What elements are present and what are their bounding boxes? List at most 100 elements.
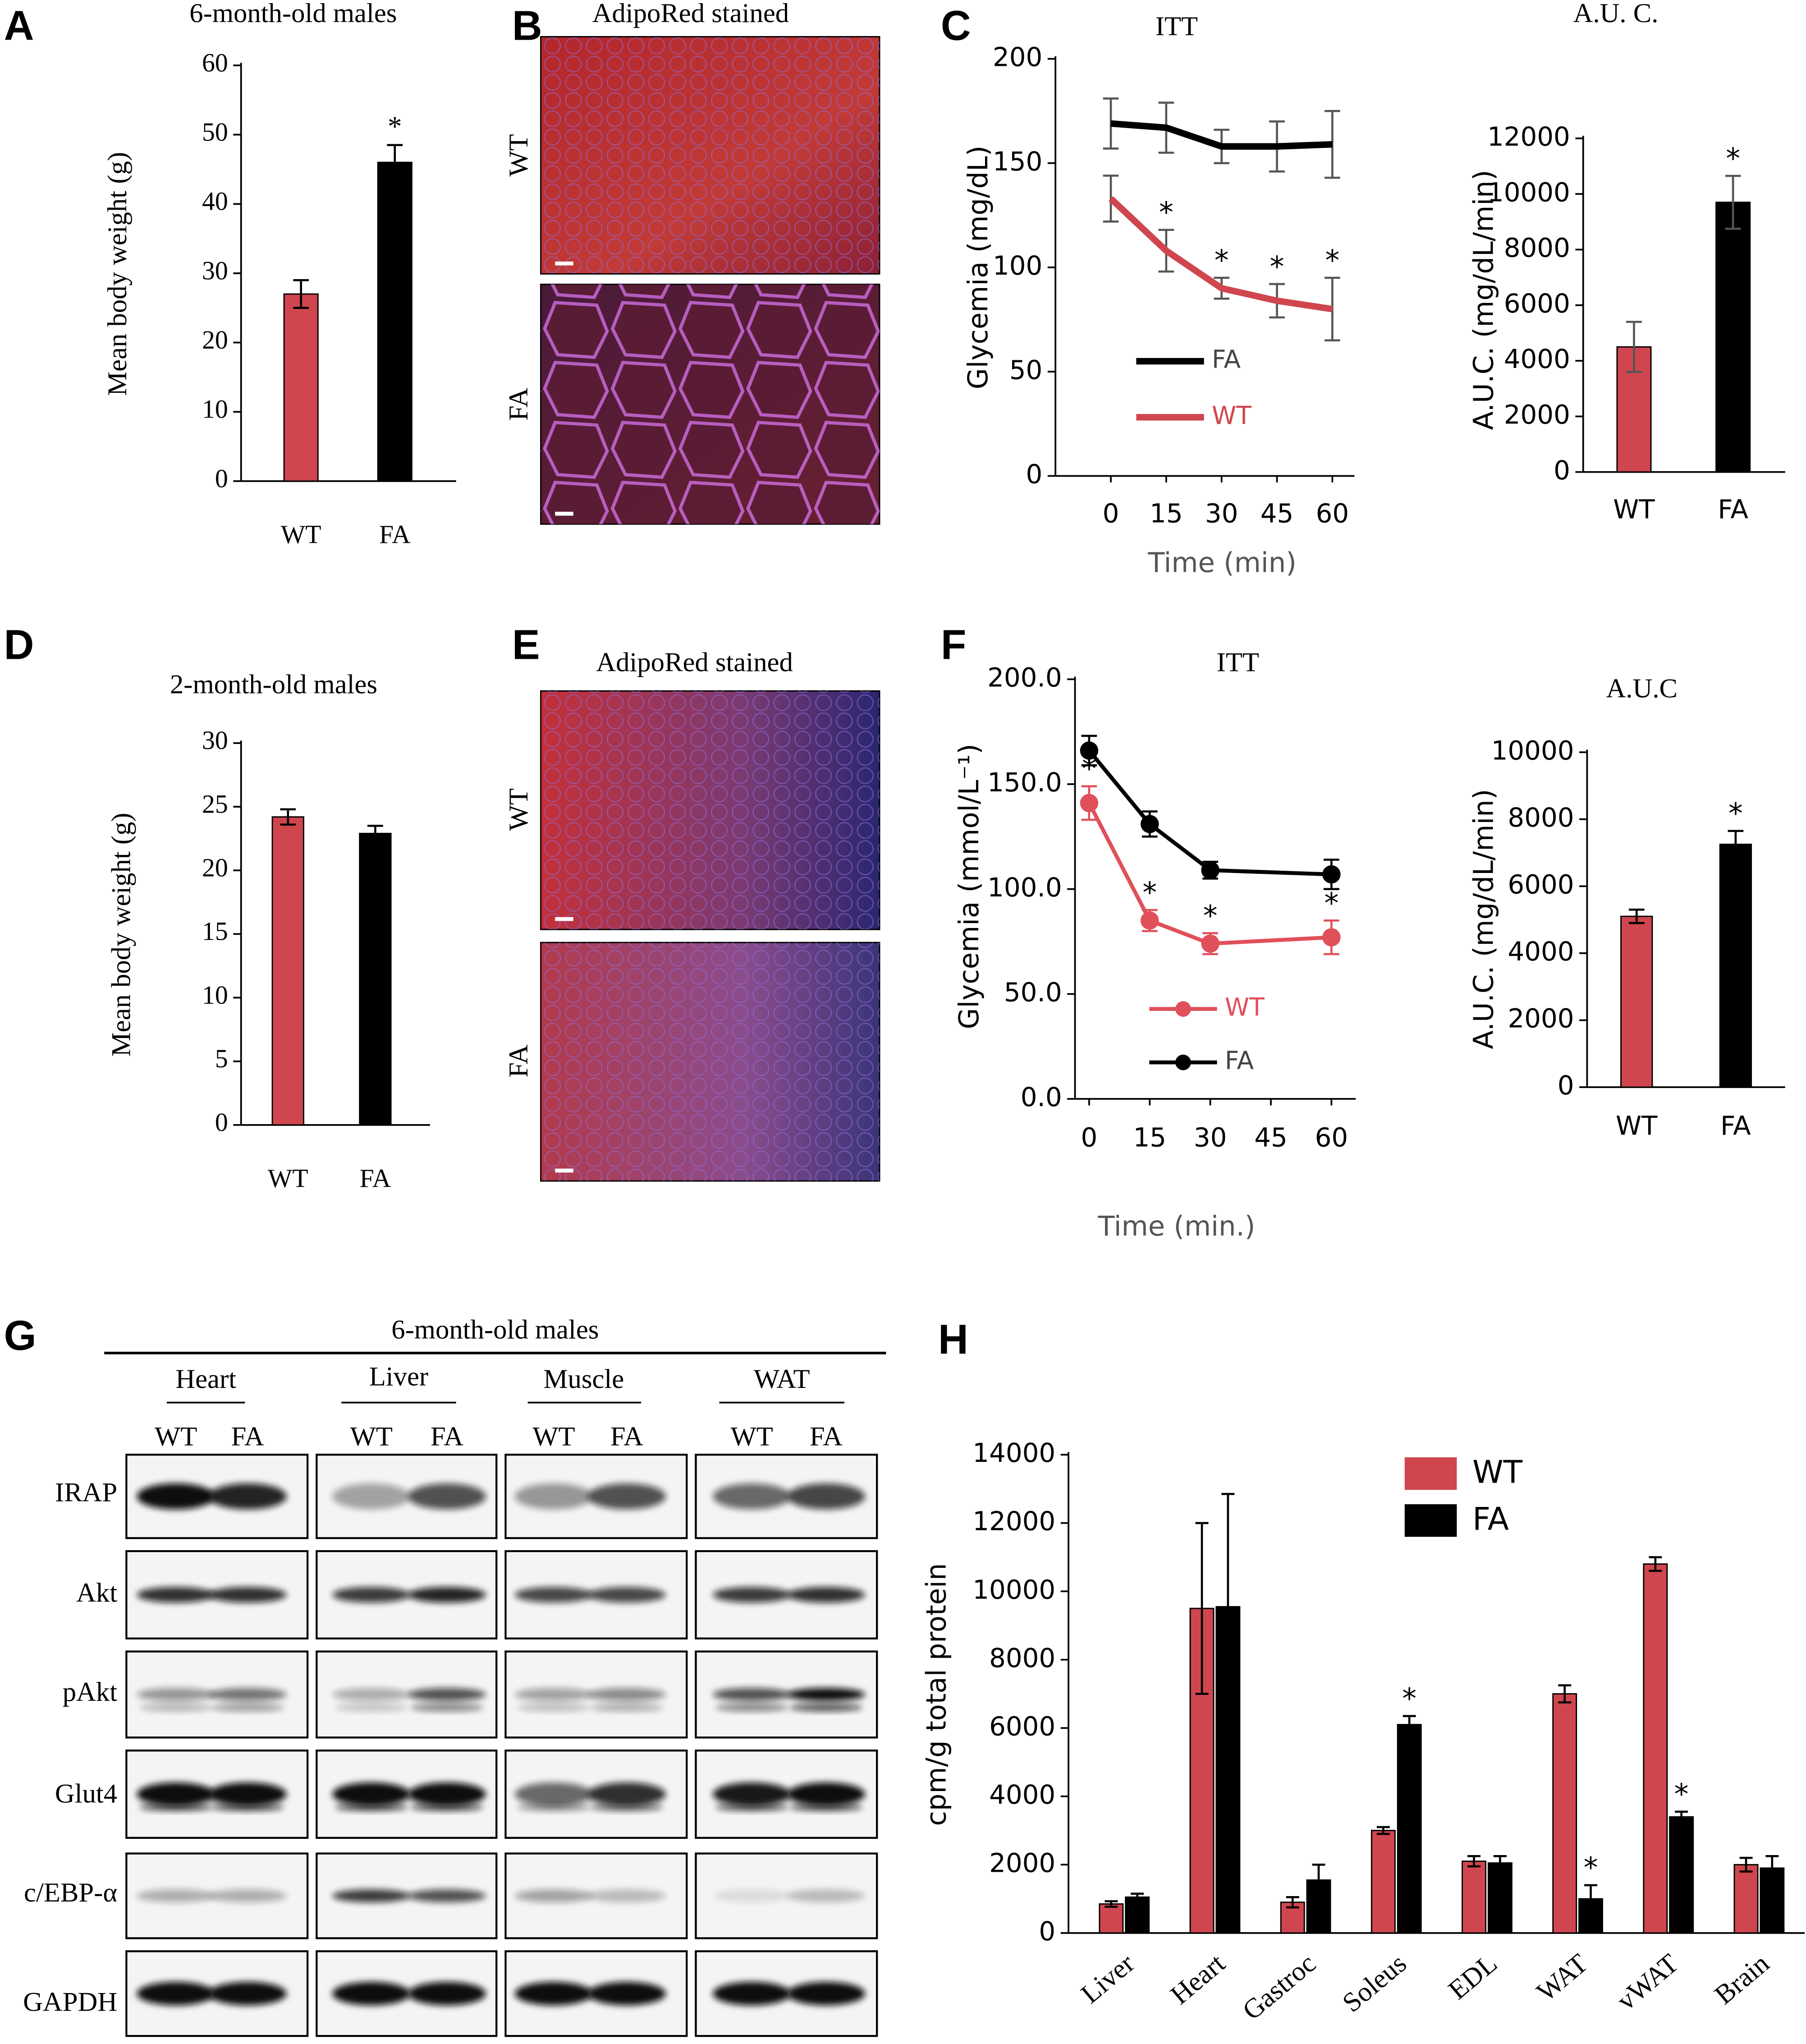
- x-tick-label: WT: [268, 1163, 308, 1193]
- row-label: FA: [504, 388, 534, 421]
- blot-band: [332, 1782, 411, 1806]
- panel-label: G: [4, 1312, 37, 1359]
- row-label: WT: [504, 788, 534, 831]
- x-tick-label: EDL: [1443, 1948, 1503, 2005]
- error-bar: [1765, 1855, 1779, 1881]
- series-line: [1109, 196, 1333, 312]
- blot-band: [789, 1704, 863, 1712]
- x-tick-label: 45: [1261, 498, 1294, 528]
- x-tick-label: 0: [1103, 498, 1119, 528]
- significance: *: [1203, 899, 1218, 932]
- significance: *: [1270, 250, 1284, 283]
- protein-label: Glut4: [55, 1778, 117, 1809]
- y-tick-label: 0.0: [1021, 1082, 1062, 1112]
- error-bar: [280, 808, 296, 826]
- x-tick-label: 45: [1254, 1122, 1288, 1153]
- bar: [1733, 1864, 1759, 1934]
- significance: *: [1674, 1778, 1689, 1811]
- blot-band: [139, 1803, 213, 1811]
- point: [1322, 865, 1341, 884]
- blot-band: [408, 1982, 486, 2006]
- series-line: [1110, 120, 1333, 150]
- y-tick-label: 10: [202, 395, 228, 424]
- significance: *: [1726, 142, 1740, 175]
- image-texture: [541, 284, 880, 524]
- x-tick-label: WAT: [1531, 1948, 1594, 2007]
- point: [1322, 928, 1341, 946]
- blot-band: [408, 1688, 486, 1701]
- error-bar-line: [1739, 1856, 1753, 1873]
- bar: [271, 816, 304, 1126]
- error-bar: [367, 825, 383, 842]
- x-tick-label: WT: [1613, 494, 1655, 525]
- lane-label: WT: [731, 1421, 773, 1451]
- error-bar-line: [1221, 1493, 1235, 1721]
- blot-band: [208, 1587, 287, 1603]
- blot-band: [332, 1483, 411, 1510]
- protein-label: GAPDH: [23, 1987, 117, 2017]
- x-tick-label: 0: [1081, 1122, 1097, 1153]
- blot-band: [713, 1982, 791, 2006]
- y-tick-label: 10000: [972, 1574, 1055, 1605]
- error-bar: [1131, 1892, 1144, 1902]
- y-tick-label: 2000: [989, 1847, 1055, 1878]
- error-bar: [1376, 1826, 1390, 1835]
- lane-label: FA: [431, 1421, 463, 1451]
- blot-band: [408, 1889, 486, 1902]
- lane-label: WT: [532, 1421, 575, 1451]
- y-tick-label: 10000: [1491, 735, 1574, 766]
- error-bar-line: [293, 279, 309, 309]
- legend-marker: [1175, 1054, 1191, 1070]
- error-bar: [1493, 1855, 1507, 1871]
- legend-marker: [1175, 1001, 1191, 1017]
- y-tick-label: 150.0: [987, 767, 1062, 798]
- error-bar-line: [1558, 1684, 1572, 1704]
- legend-label: WT: [1225, 993, 1265, 1022]
- blot-title: 6-month-old males: [391, 1314, 599, 1345]
- micrograph-title: AdipoRed stained: [596, 647, 793, 677]
- blot-band: [332, 1587, 411, 1603]
- blot-band: [713, 1889, 791, 1902]
- error-bar-line: [1376, 1826, 1390, 1835]
- y-tick-label: 4000: [989, 1779, 1055, 1810]
- protein-label: pAkt: [63, 1677, 118, 1707]
- y-tick-label: 20: [202, 853, 228, 882]
- error-bar-line: [1675, 1810, 1688, 1823]
- chart-title: 6-month-old males: [189, 0, 397, 28]
- x-tick-label: FA: [1720, 1111, 1751, 1141]
- error-bar-line: [1649, 1556, 1662, 1572]
- y-axis-label: Mean body weight (g): [106, 813, 137, 1056]
- point: [1201, 934, 1219, 953]
- x-tick-label: 60: [1316, 498, 1349, 528]
- panel-label: D: [4, 621, 34, 668]
- y-axis-label: Mean body weight (g): [102, 152, 133, 396]
- lane-label: WT: [350, 1421, 393, 1451]
- bar: [1487, 1862, 1513, 1934]
- x-tick-label: WT: [281, 520, 321, 549]
- x-tick-label: 60: [1315, 1122, 1348, 1153]
- blot-band: [408, 1587, 486, 1603]
- y-tick-label: 2000: [1504, 400, 1570, 430]
- y-tick-label: 12000: [972, 1506, 1055, 1537]
- legend-label: FA: [1212, 345, 1241, 374]
- x-tick-label: 15: [1150, 498, 1183, 528]
- error-bar: [1649, 1556, 1662, 1572]
- significance: *: [1402, 1682, 1416, 1715]
- bar: [1643, 1563, 1668, 1934]
- blot-band: [590, 1704, 664, 1712]
- x-tick-label: 15: [1133, 1122, 1166, 1153]
- blot-band: [517, 1704, 591, 1712]
- tissue-label: WAT: [754, 1364, 810, 1394]
- bar: [1760, 1867, 1785, 1934]
- bar: [359, 832, 392, 1126]
- significance: *: [1728, 797, 1743, 830]
- error-bar: [1739, 1856, 1753, 1873]
- legend-label: WT: [1472, 1454, 1523, 1490]
- x-tick-label: FA: [1718, 494, 1748, 525]
- micrograph-b: [540, 36, 880, 525]
- lane-label: FA: [231, 1421, 264, 1451]
- error-bar-line: [1105, 1900, 1118, 1908]
- y-tick-label: 5: [215, 1044, 228, 1073]
- y-tick-label: 4000: [1508, 936, 1574, 967]
- error-bar: [1675, 1810, 1688, 1823]
